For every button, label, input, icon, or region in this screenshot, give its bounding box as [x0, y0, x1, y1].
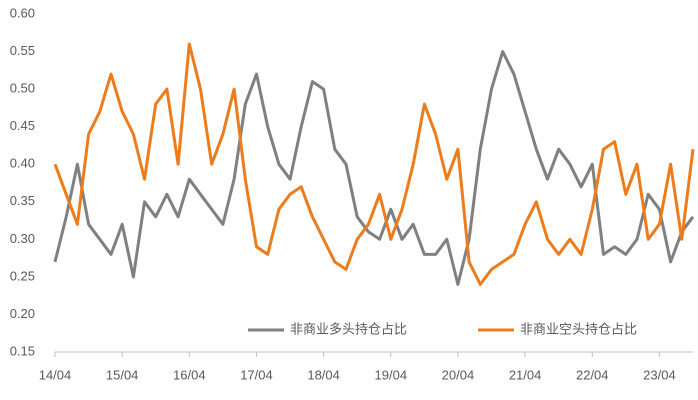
y-tick-label: 0.15	[10, 343, 35, 358]
legend-label: 非商业多头持仓占比	[290, 321, 407, 336]
x-tick-label: 16/04	[173, 367, 206, 382]
y-tick-label: 0.25	[10, 268, 35, 283]
x-tick-label: 14/04	[39, 367, 72, 382]
y-tick-label: 0.55	[10, 43, 35, 58]
x-tick-label: 18/04	[307, 367, 340, 382]
y-tick-label: 0.20	[10, 306, 35, 321]
x-tick-label: 22/04	[576, 367, 609, 382]
y-tick-label: 0.35	[10, 193, 35, 208]
y-tick-label: 0.50	[10, 81, 35, 96]
legend-label: 非商业空头持仓占比	[520, 321, 637, 336]
x-tick-label: 17/04	[240, 367, 273, 382]
series-line	[53, 50, 695, 286]
y-tick-label: 0.30	[10, 231, 35, 246]
x-tick-label: 21/04	[509, 367, 542, 382]
y-tick-label: 0.45	[10, 118, 35, 133]
y-tick-label: 0.40	[10, 156, 35, 171]
x-tick-label: 20/04	[442, 367, 475, 382]
series-line	[53, 42, 695, 286]
x-tick-label: 23/04	[643, 367, 676, 382]
x-tick-label: 19/04	[375, 367, 408, 382]
y-tick-label: 0.60	[10, 5, 35, 20]
x-tick-label: 15/04	[106, 367, 139, 382]
